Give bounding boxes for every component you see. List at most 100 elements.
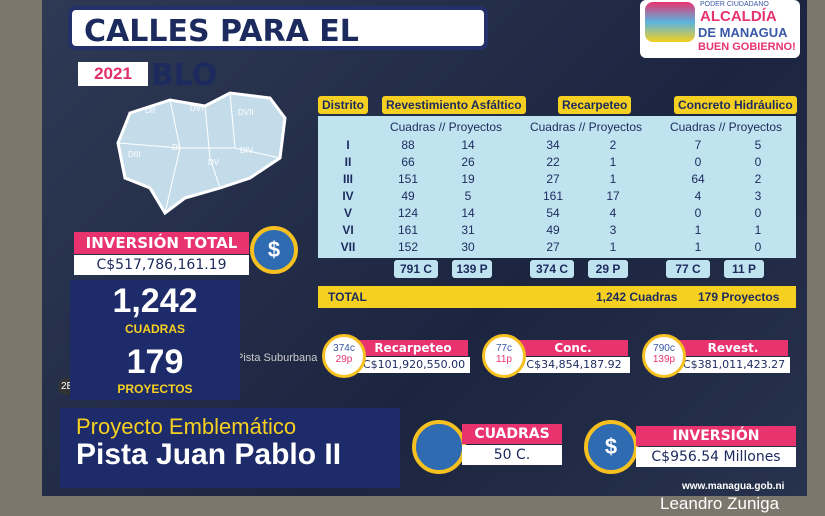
column-header: Distrito: [318, 96, 368, 114]
table-cell: 1: [754, 223, 762, 237]
table-cell: 88: [401, 138, 415, 152]
district-label: DV: [208, 158, 220, 167]
column-total: 374 C: [530, 260, 574, 278]
table-cell: 3: [609, 223, 617, 237]
table-cell: 34: [546, 138, 560, 152]
featured-label: Proyecto Emblemático: [76, 414, 297, 439]
column-header: Concreto Hidráulico: [674, 96, 797, 114]
investment-label: INVERSIÓN TOTAL: [74, 232, 249, 254]
card-blocks: 374c: [333, 343, 355, 354]
map-shape: [116, 91, 287, 216]
table-cell: 54: [546, 206, 560, 220]
card-amount: C$381,011,423.27: [678, 357, 790, 373]
card-projects: 139p: [652, 354, 676, 365]
column-total: 791 C: [394, 260, 438, 278]
website: www.managua.gob.ni: [682, 481, 785, 492]
table-cell: 27: [546, 240, 560, 254]
projects-total: 179: [126, 343, 184, 381]
card-projects: 29p: [335, 354, 353, 365]
street-label: Pista Suburbana: [236, 352, 318, 364]
table-cell: 26: [461, 155, 475, 169]
table-cell: 1: [609, 155, 617, 169]
table-cell: 27: [546, 172, 560, 186]
column-header: Recarpeteo: [558, 96, 632, 114]
table-cell: 19: [461, 172, 475, 186]
district-label: DVI: [190, 104, 204, 113]
district-cell: II: [344, 155, 352, 169]
featured-box: [60, 408, 400, 488]
column-total: 11 P: [724, 260, 764, 278]
table-cell: 4: [694, 189, 702, 203]
table-cell: 0: [694, 155, 702, 169]
table-cell: 161: [542, 189, 564, 203]
district-cell: V: [343, 206, 352, 220]
card-title: Recarpeteo: [358, 340, 468, 356]
district-label: DIII: [128, 150, 141, 159]
district-label: DVII: [238, 108, 254, 117]
table-cell: 17: [606, 189, 620, 203]
table-cell: 31: [461, 223, 475, 237]
blocks-label: CUADRAS: [125, 322, 185, 336]
table-cell: 0: [754, 206, 762, 220]
table-cell: 7: [694, 138, 702, 152]
total-projects: 179 Proyectos: [698, 290, 780, 304]
logo-text: PODER CIUDADANO: [700, 1, 769, 8]
table-cell: 0: [754, 155, 762, 169]
table-cell: 161: [397, 223, 419, 237]
featured-investment-label: INVERSIÓN: [636, 426, 796, 446]
table-cell: 1: [694, 223, 702, 237]
logo-text: ALCALDÍA: [700, 8, 777, 25]
table-cell: 66: [401, 155, 415, 169]
table-cell: 2: [754, 172, 762, 186]
card-amount: C$34,854,187.92: [518, 357, 630, 373]
card-title: Revest. Asfáltico: [678, 340, 788, 371]
card-projects: 11p: [496, 354, 512, 365]
table-cell: 49: [546, 223, 560, 237]
district-label: DI: [172, 143, 180, 152]
table-cell: 64: [691, 172, 705, 186]
table-cell: 4: [609, 206, 617, 220]
title: CALLES PARA EL PUEBLO: [68, 6, 488, 93]
card-badge: 790c 139p: [642, 334, 686, 378]
table-cell: 3: [754, 189, 762, 203]
year: 2021: [78, 62, 148, 86]
total-label: TOTAL: [328, 290, 367, 304]
card-blocks: 77c: [495, 343, 513, 354]
district-label: DIV: [240, 146, 254, 155]
column-subheader: Cuadras // Proyectos: [389, 120, 503, 134]
logo-text: BUEN GOBIERNO!: [698, 41, 796, 53]
total-blocks: 1,242 Cuadras: [596, 290, 678, 304]
table-cell: 1: [609, 240, 617, 254]
card-badge: 77c 11p: [482, 334, 526, 378]
table-cell: 30: [461, 240, 475, 254]
column-total: 29 P: [588, 260, 628, 278]
district-table: Distrito Revestimiento Asfáltico Recarpete…: [318, 96, 798, 316]
featured-blocks: 50 C.: [462, 445, 562, 465]
road-icon: [412, 420, 466, 474]
column-header: Revestimiento Asfáltico: [382, 96, 526, 114]
summary-box: [70, 280, 240, 400]
investment-value: C$517,786,161.19: [74, 255, 249, 275]
card-badge: 374c 29p: [322, 334, 366, 378]
column-total: 77 C: [666, 260, 710, 278]
table-cell: 151: [397, 172, 419, 186]
logo-text: DE MANAGUA: [698, 25, 788, 40]
logo: PODER CIUDADANO ALCALDÍA DE MANAGUA BUEN…: [640, 0, 800, 58]
table-cell: 49: [401, 189, 415, 203]
projects-label: PROYECTOS: [117, 382, 193, 396]
table-cell: 14: [461, 138, 475, 152]
district-map: [116, 91, 287, 216]
coin-icon: $: [250, 226, 298, 274]
table-cell: 0: [754, 240, 762, 254]
table-cell: 2: [609, 138, 617, 152]
table-cell: 1: [609, 172, 617, 186]
grand-total-row: TOTAL 1,242 Cuadras 179 Proyectos: [318, 286, 796, 308]
district-cell: III: [342, 172, 353, 186]
table-cell: 0: [694, 206, 702, 220]
table-cell: 5: [754, 138, 762, 152]
featured-name: Pista Juan Pablo II: [76, 438, 342, 471]
table-cell: 124: [397, 206, 419, 220]
featured-blocks-label: CUADRAS: [462, 424, 562, 444]
district-cell: IV: [342, 189, 354, 203]
